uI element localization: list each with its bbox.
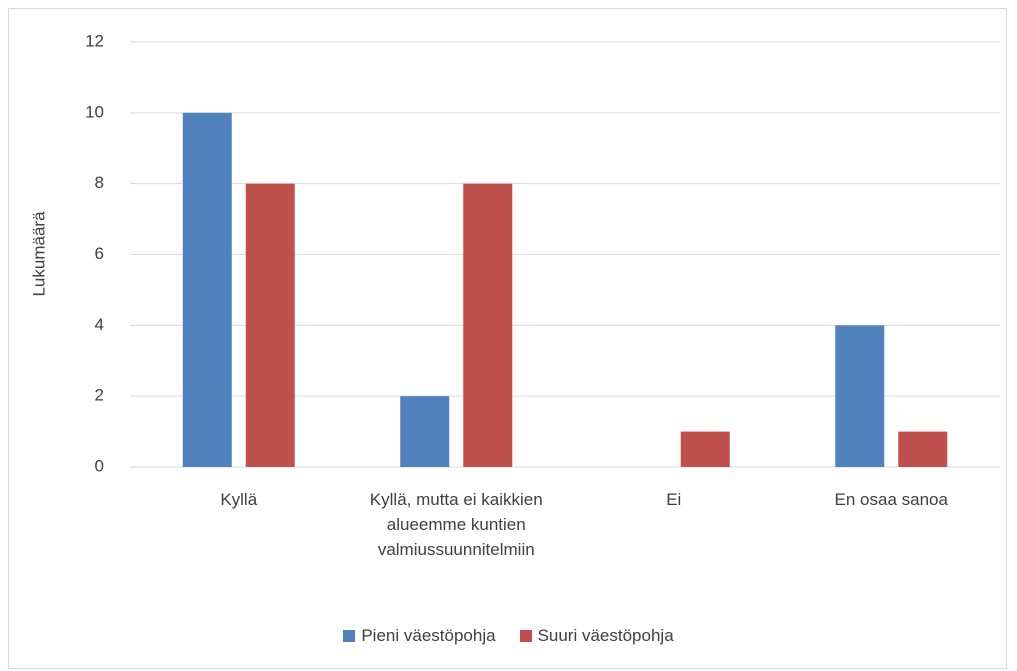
x-tick-label: En osaa sanoa <box>834 490 948 509</box>
bar <box>182 112 232 467</box>
bar <box>835 325 885 467</box>
x-tick-label: Kyllä <box>220 490 258 509</box>
bar <box>680 431 730 467</box>
chart-frame <box>8 8 1007 669</box>
y-axis-label: Lukumäärä <box>29 211 48 297</box>
legend-item: Suuri väestöpohja <box>519 626 674 646</box>
bar <box>463 183 513 467</box>
bar <box>898 431 948 467</box>
legend-swatch <box>519 630 532 642</box>
y-tick-label: 4 <box>95 315 104 334</box>
y-tick-label: 10 <box>85 102 104 121</box>
y-tick-label: 12 <box>85 31 104 50</box>
legend-label: Suuri väestöpohja <box>537 626 674 645</box>
y-tick-label: 2 <box>95 386 104 405</box>
legend: Pieni väestöpohja Suuri väestöpohja <box>0 626 1017 646</box>
y-tick-label: 6 <box>95 244 104 263</box>
legend-swatch <box>343 630 356 642</box>
x-tick-label: Ei <box>666 490 682 509</box>
bar <box>245 183 295 467</box>
y-tick-label: 8 <box>95 173 104 192</box>
y-tick-label: 0 <box>95 456 104 475</box>
legend-label: Pieni väestöpohja <box>361 626 496 645</box>
legend-item: Pieni väestöpohja <box>343 626 496 646</box>
x-tick-label: Kyllä, mutta ei kaikkien alueemme kuntie… <box>369 490 543 559</box>
bar <box>400 396 450 467</box>
